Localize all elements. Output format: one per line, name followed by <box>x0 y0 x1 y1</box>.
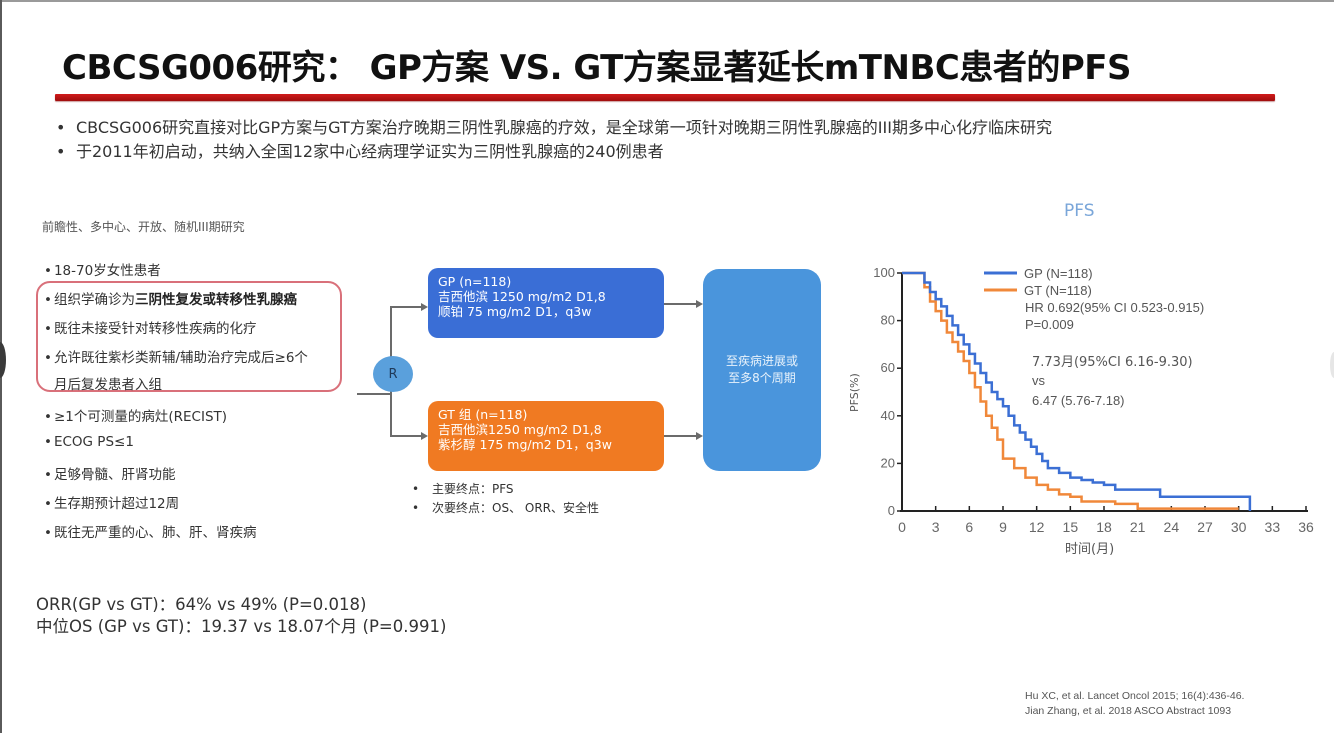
criteria-text: 既往无严重的心、肺、肝、肾疾病 <box>53 525 257 541</box>
endpoints-list: 主要终点：PFS 次要终点：OS、 ORR、安全性 <box>410 480 599 518</box>
criteria-item: 组织学确诊为三阴性复发或转移性乳腺癌 <box>44 288 297 308</box>
arrow-right-icon <box>696 432 703 440</box>
criteria-item: ECOG PS≤1 <box>44 434 134 450</box>
chart-title: PFS <box>1064 201 1095 221</box>
intro-bullet: CBCSG006研究直接对比GP方案与GT方案治疗晚期三阴性乳腺癌的疗效，是全球… <box>48 116 1052 140</box>
randomization-node: R <box>373 356 413 392</box>
arrow-right-icon <box>696 300 703 308</box>
arm-dose-2: 紫杉醇 175 mg/m2 D1，q3w <box>438 437 612 452</box>
primary-endpoint: 主要终点：PFS <box>410 480 599 499</box>
reference-item: Jian Zhang, et al. 2018 ASCO Abstract 10… <box>1025 705 1232 717</box>
svg-text:21: 21 <box>1130 519 1146 535</box>
svg-text:0: 0 <box>888 503 895 518</box>
svg-text:9: 9 <box>999 519 1007 535</box>
vs-text: vs <box>1032 373 1046 388</box>
study-design-label: 前瞻性、多中心、开放、随机III期研究 <box>42 220 245 234</box>
svg-text:0: 0 <box>898 519 906 535</box>
median-gt-text: 6.47 (5.76-7.18) <box>1032 393 1125 408</box>
criteria-item: 足够骨髓、肝肾功能 <box>44 463 176 483</box>
intro-bullets: CBCSG006研究直接对比GP方案与GT方案治疗晚期三阴性乳腺癌的疗效，是全球… <box>48 116 1052 164</box>
svg-text:40: 40 <box>881 408 895 423</box>
svg-text:27: 27 <box>1197 519 1213 535</box>
svg-text:60: 60 <box>881 360 895 375</box>
references: Hu XC, et al. Lancet Oncol 2015; 16(4):4… <box>1025 689 1244 719</box>
criteria-item: 既往无严重的心、肺、肝、肾疾病 <box>44 521 257 541</box>
arm-name: GP (n=118) <box>438 274 512 289</box>
flow-connector-gp <box>390 306 422 308</box>
x-axis-label: 时间(月) <box>1065 542 1114 557</box>
p-value-text: P=0.009 <box>1025 317 1074 332</box>
median-gp-text: 7.73月(95%CI 6.16-9.30) <box>1032 355 1193 370</box>
secondary-endpoint: 次要终点：OS、 ORR、安全性 <box>410 499 599 518</box>
svg-text:18: 18 <box>1096 519 1112 535</box>
arm-dose-1: 吉西他滨 1250 mg/m2 D1,8 <box>438 289 606 304</box>
gt-survival-curve <box>902 271 1239 510</box>
duration-line-2: 至多8个周期 <box>728 371 796 385</box>
arrow-right-icon <box>421 432 428 440</box>
svg-text:6: 6 <box>965 519 973 535</box>
hazard-ratio-text: HR 0.692(95% CI 0.523-0.915) <box>1025 300 1204 315</box>
arm-name: GT 组 (n=118) <box>438 407 528 422</box>
right-edge-handle[interactable] <box>1330 352 1334 378</box>
criteria-item: ≥1个可测量的病灶(RECIST) <box>44 405 227 425</box>
treatment-duration-box: 至疾病进展或 至多8个周期 <box>703 269 821 471</box>
arm-box-gt: GT 组 (n=118) 吉西他滨1250 mg/m2 D1,8 紫杉醇 175… <box>428 401 664 471</box>
criteria-item: 生存期预计超过12周 <box>44 492 179 512</box>
slide-title: CBCSG006研究： GP方案 VS. GT方案显著延长mTNBC患者的PFS <box>62 48 1131 88</box>
os-result: 中位OS (GP vs GT)：19.37 vs 18.07个月 (P=0.99… <box>36 617 447 636</box>
title-underline <box>55 94 1275 101</box>
criteria-continuation: 月后复发患者入组 <box>54 377 162 393</box>
flow-connector-in <box>357 393 391 395</box>
criteria-highlight-box <box>36 281 342 392</box>
svg-text:36: 36 <box>1298 519 1314 535</box>
reference-item: Hu XC, et al. Lancet Oncol 2015; 16(4):4… <box>1025 690 1245 702</box>
left-edge-handle[interactable] <box>0 342 6 378</box>
gp-survival-curve <box>902 271 1252 511</box>
arm-dose-2: 顺铂 75 mg/m2 D1，q3w <box>438 304 592 319</box>
y-ticks: 0 20 40 60 80 100 <box>873 265 902 518</box>
flow-connector-gt <box>390 435 422 437</box>
svg-text:80: 80 <box>881 313 895 328</box>
criteria-text: 足够骨髓、肝肾功能 <box>53 467 176 483</box>
criteria-item: 允许既往紫杉类新辅/辅助治疗完成后≥6个 <box>44 346 308 366</box>
svg-text:100: 100 <box>873 265 895 280</box>
svg-text:3: 3 <box>932 519 940 535</box>
duration-line-1: 至疾病进展或 <box>725 354 798 368</box>
arm-dose-1: 吉西他滨1250 mg/m2 D1,8 <box>438 422 602 437</box>
svg-text:24: 24 <box>1164 519 1180 535</box>
svg-text:15: 15 <box>1063 519 1079 535</box>
criteria-item: 既往未接受针对转移性疾病的化疗 <box>44 317 257 337</box>
arrow-right-icon <box>421 303 428 311</box>
intro-bullet: 于2011年初启动，共纳入全国12家中心经病理学证实为三阴性乳腺癌的240例患者 <box>48 140 1052 164</box>
flow-connector-gp-out <box>664 303 697 305</box>
svg-text:30: 30 <box>1231 519 1247 535</box>
svg-text:33: 33 <box>1265 519 1281 535</box>
flow-connector-gt-out <box>664 435 697 437</box>
svg-text:20: 20 <box>881 455 895 470</box>
legend-label-gp: GP (N=118) <box>1024 266 1093 281</box>
svg-text:12: 12 <box>1029 519 1045 535</box>
orr-result: ORR(GP vs GT)：64% vs 49% (P=0.018) <box>36 595 367 614</box>
criteria-item: 18-70岁女性患者 <box>44 259 161 279</box>
criteria-text: 允许既往紫杉类新辅/辅助治疗完成后≥6个 <box>53 350 308 366</box>
window-top-border <box>0 0 1334 2</box>
criteria-text: ≥1个可测量的病灶(RECIST) <box>53 409 228 425</box>
x-ticks: 0 3 6 9 12 15 18 21 24 27 30 33 36 <box>898 506 1314 535</box>
legend-label-gt: GT (N=118) <box>1024 283 1092 298</box>
y-axis-label: PFS(%) <box>848 373 861 412</box>
criteria-text: 生存期预计超过12周 <box>53 496 180 512</box>
criteria-bold-text: 三阴性复发或转移性乳腺癌 <box>134 292 297 308</box>
criteria-text: ECOG PS≤1 <box>53 434 134 450</box>
criteria-text: 既往未接受针对转移性疾病的化疗 <box>53 321 257 337</box>
criteria-text: 组织学确诊为 <box>53 292 135 308</box>
arm-box-gp: GP (n=118) 吉西他滨 1250 mg/m2 D1,8 顺铂 75 mg… <box>428 268 664 338</box>
results-summary: ORR(GP vs GT)：64% vs 49% (P=0.018) 中位OS … <box>36 594 446 638</box>
criteria-text: 18-70岁女性患者 <box>53 263 161 279</box>
